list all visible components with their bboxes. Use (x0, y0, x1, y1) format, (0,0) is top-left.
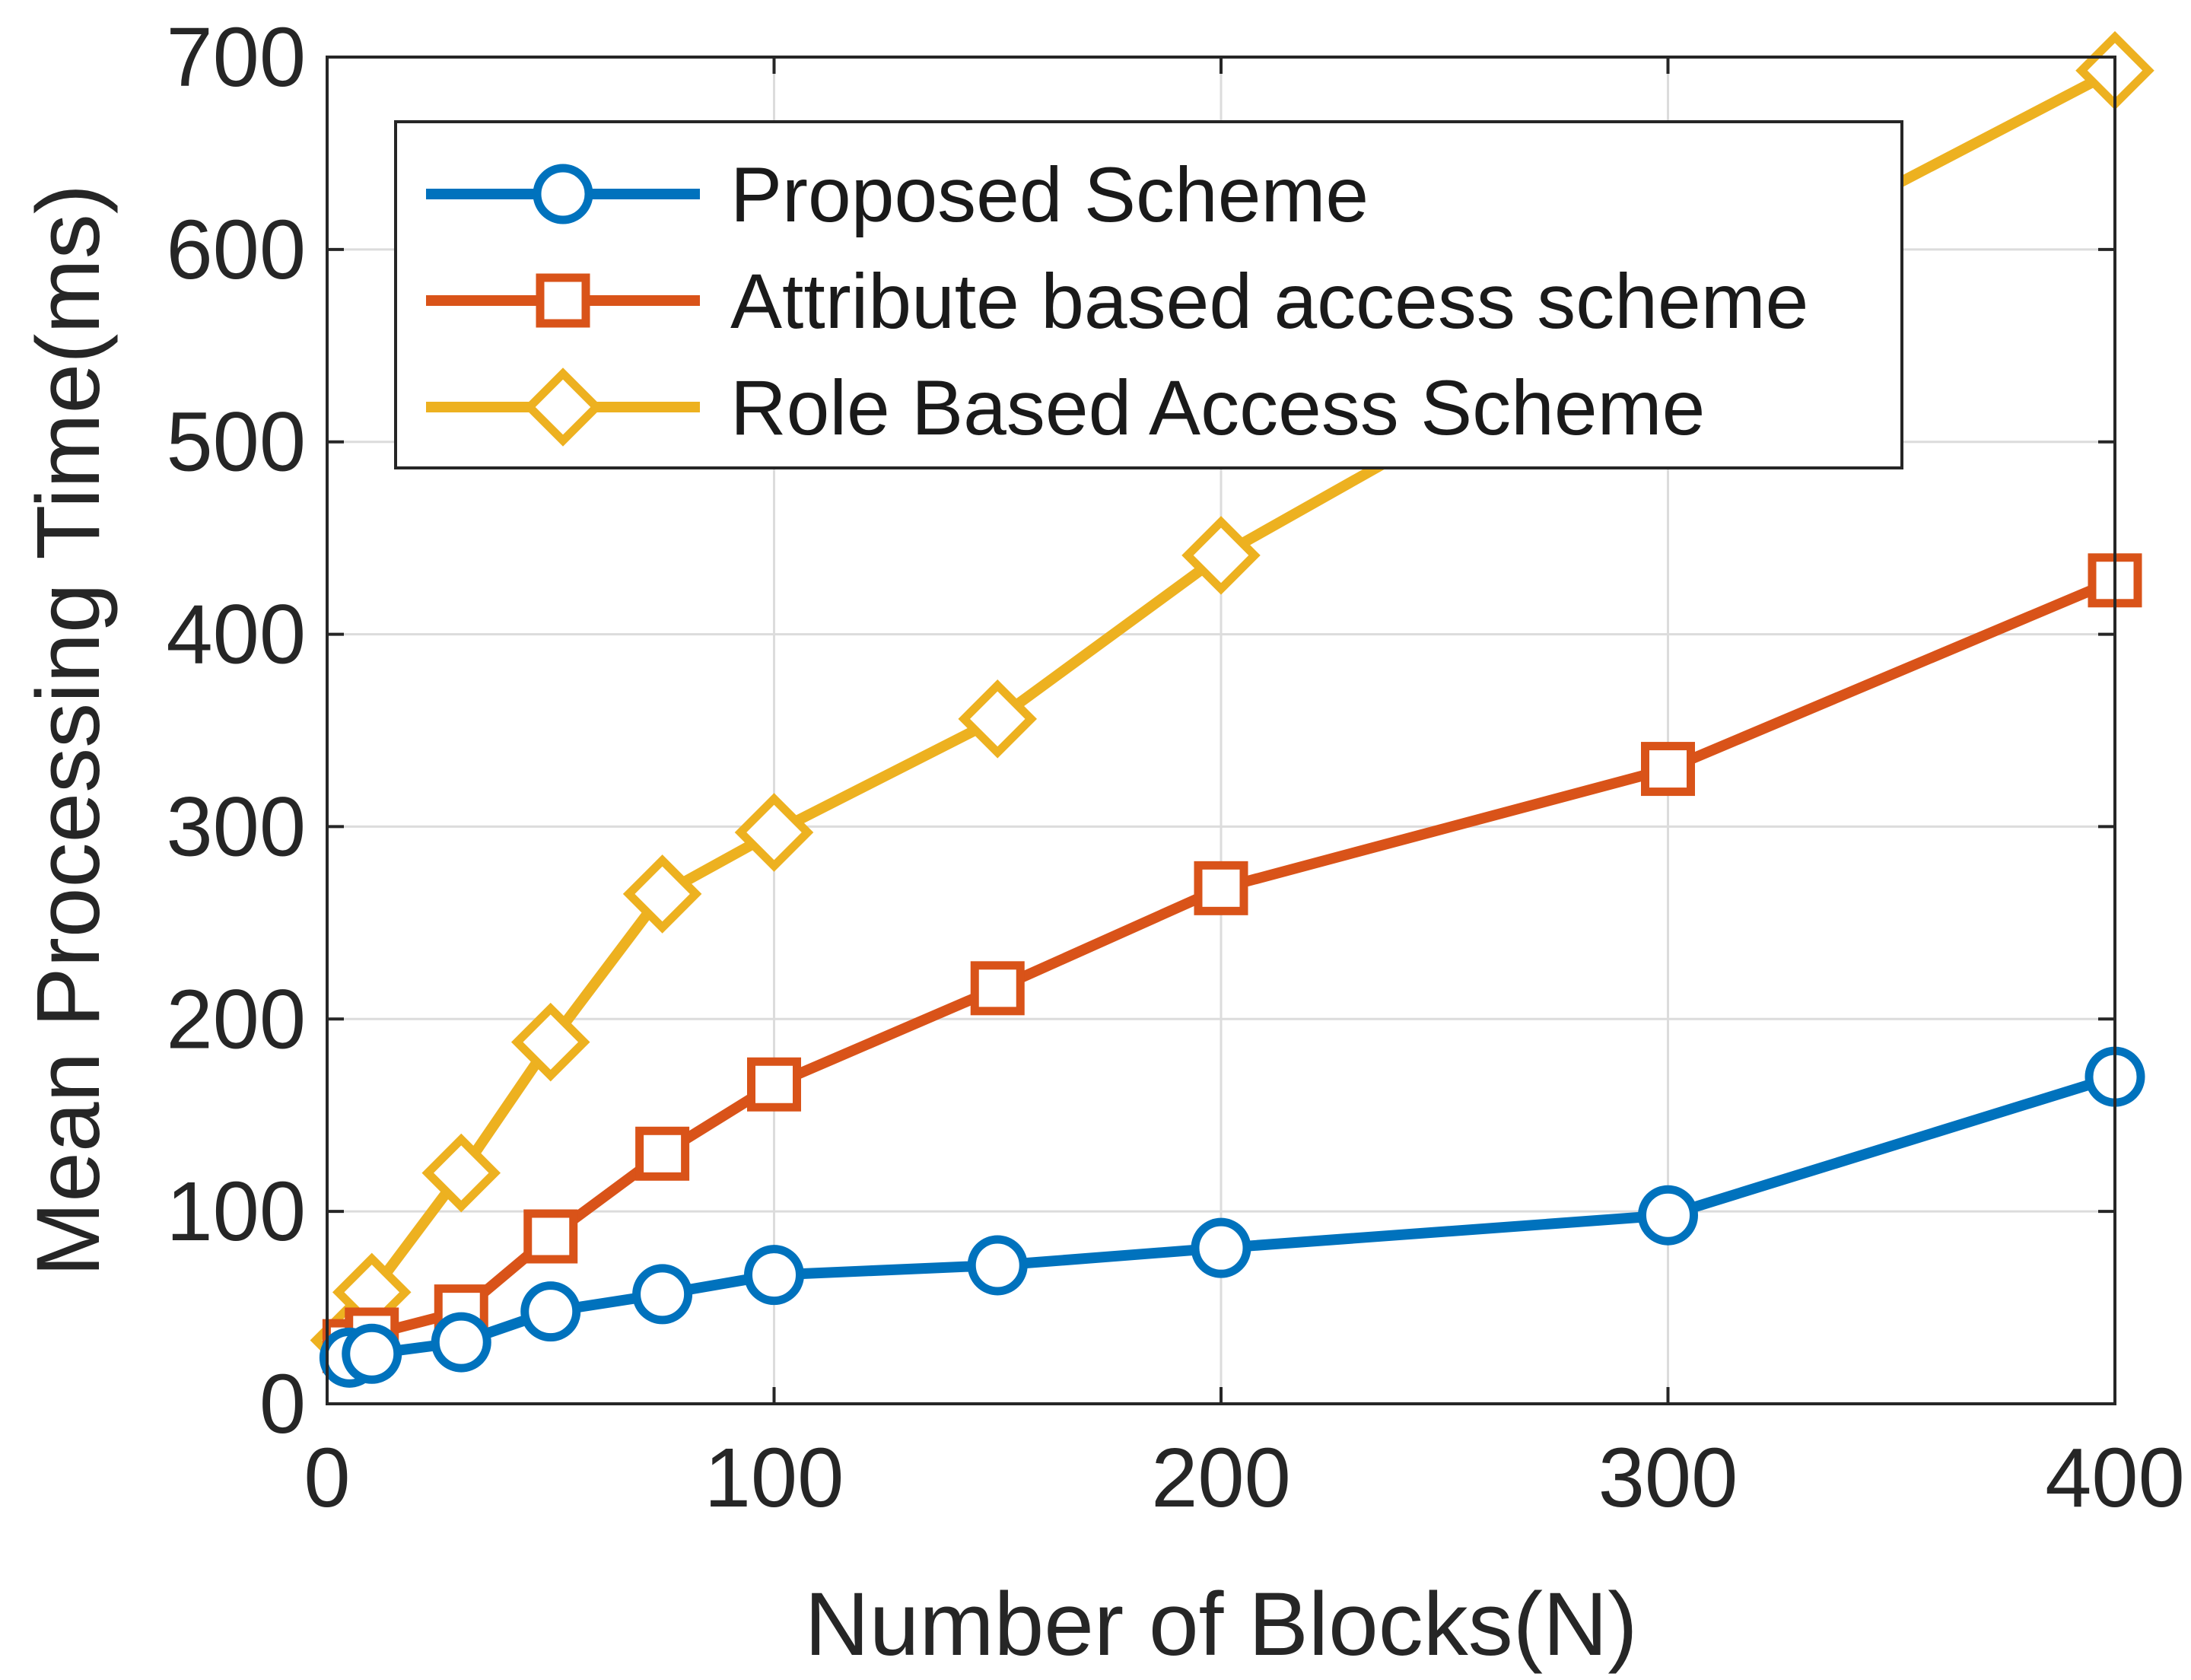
y-tick-label: 300 (166, 780, 306, 873)
data-point (1194, 861, 1248, 915)
y-tick-label: 600 (166, 203, 306, 297)
data-point (622, 854, 702, 934)
data-point (970, 961, 1025, 1016)
data-point (635, 1126, 690, 1181)
data-point (747, 1057, 801, 1112)
data-point (734, 793, 814, 872)
legend-item: Role Based Access Scheme (426, 364, 1705, 451)
data-point (523, 1209, 578, 1264)
x-tick-label: 200 (1151, 1431, 1291, 1525)
legend-label: Role Based Access Scheme (730, 364, 1705, 451)
y-tick-label: 200 (166, 972, 306, 1066)
axis-ticks: 0 100 200 300 400 0 100 200 300 400 500 600 700 (166, 11, 2184, 1525)
x-tick-label: 300 (1598, 1431, 1738, 1525)
data-point (342, 1323, 402, 1384)
data-point (1638, 1185, 1698, 1246)
legend-label: Proposed Scheme (730, 151, 1369, 238)
series-line (344, 574, 2120, 1352)
data-point (421, 1133, 501, 1213)
data-point (958, 679, 1038, 759)
legend: Proposed Scheme Attribute based access sc… (394, 120, 1903, 469)
y-tick-label: 100 (166, 1165, 306, 1258)
x-tick-label: 400 (2045, 1431, 2185, 1525)
series-line (344, 1071, 2120, 1363)
y-tick-label: 400 (166, 588, 306, 682)
data-point (431, 1312, 491, 1373)
x-tick-label: 100 (704, 1431, 844, 1525)
x-axis-label: Number of Blocks(N) (804, 1574, 1637, 1675)
data-point (510, 1002, 590, 1082)
legend-item: Attribute based access scheme (426, 258, 1808, 345)
series-circle (319, 1046, 2145, 1388)
data-point (1641, 742, 1695, 797)
y-tick-label: 500 (166, 396, 306, 489)
data-point (967, 1235, 1028, 1296)
legend-marker (523, 368, 603, 447)
data-point (632, 1264, 693, 1325)
data-point (1181, 516, 1261, 595)
x-tick-label: 0 (304, 1431, 350, 1525)
legend-item: Proposed Scheme (426, 151, 1369, 238)
legend-marker (536, 273, 590, 328)
y-axis-label: Mean Processing Time(ms) (18, 184, 119, 1277)
y-tick-label: 700 (166, 11, 306, 104)
legend-label: Attribute based access scheme (730, 258, 1808, 345)
y-tick-label: 0 (259, 1357, 306, 1451)
data-point (520, 1281, 581, 1342)
data-point (744, 1245, 804, 1306)
data-point (1191, 1217, 1251, 1278)
legend-marker (533, 164, 593, 224)
